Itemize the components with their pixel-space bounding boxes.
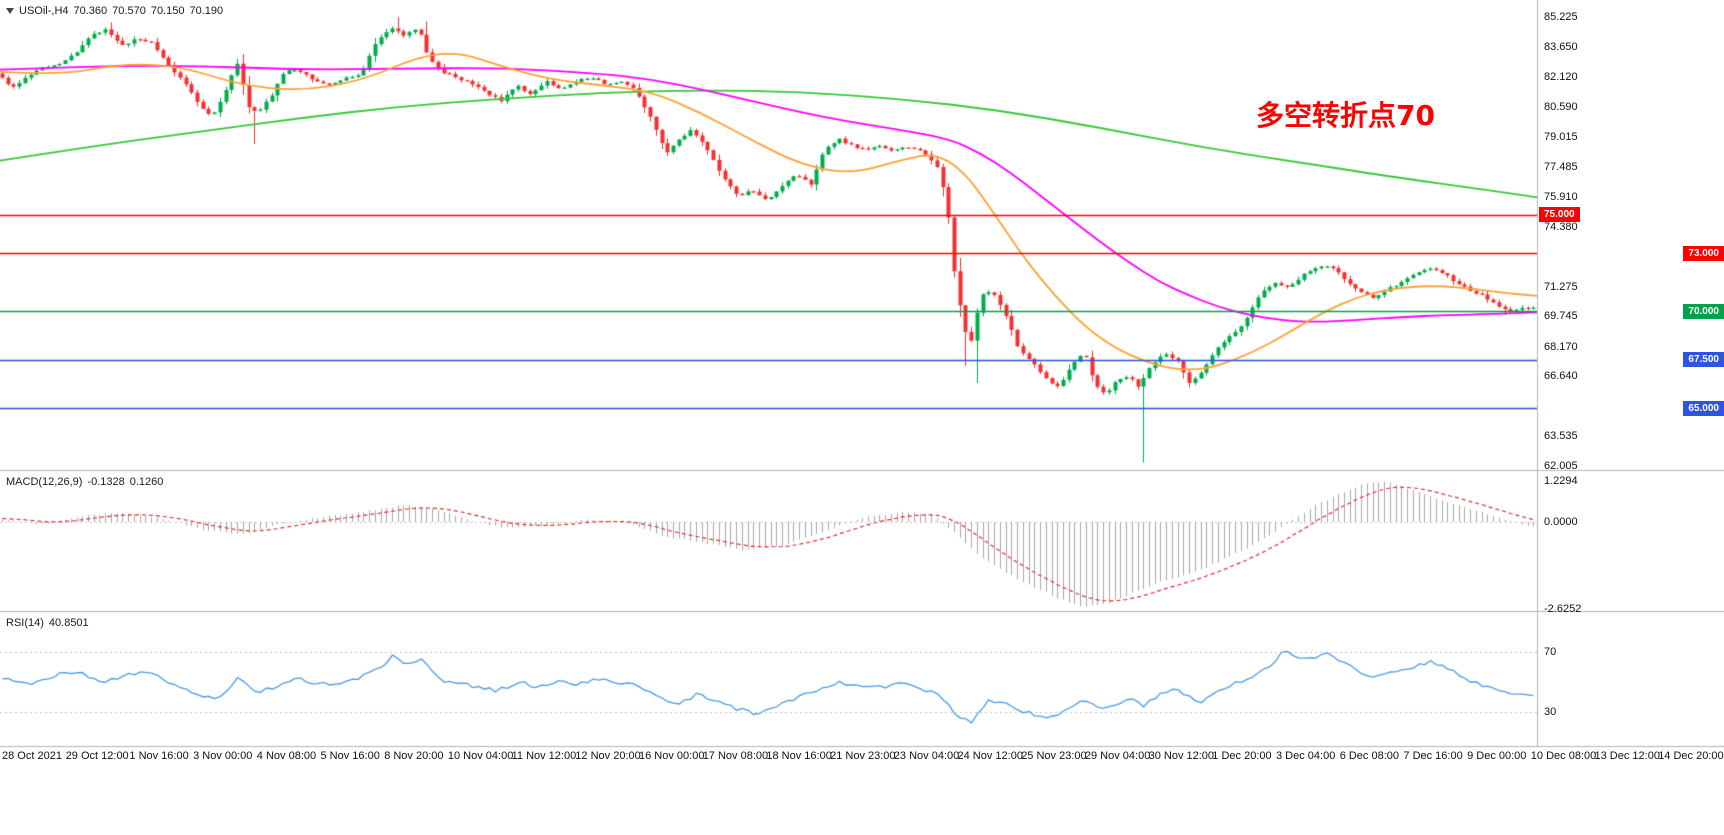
date-tick-label: 4 Nov 08:00 [256,750,317,762]
date-tick-label: 3 Nov 00:00 [193,750,253,762]
high-value: 70.570 [112,5,146,17]
date-tick-label: 23 Nov 04:00 [893,750,960,762]
price-tick-label: 69.745 [1544,310,1578,323]
date-tick-label: 1 Nov 16:00 [129,750,189,762]
hline-price-tag: 67.500 [1683,352,1724,368]
date-tick-label: 9 Dec 00:00 [1467,750,1527,762]
price-tick-label: 68.170 [1544,340,1578,353]
hline-price-tag: 65.000 [1683,400,1724,416]
date-tick-label: 14 Dec 20:00 [1658,750,1724,762]
date-tick-label: 11 Nov 12:00 [511,750,577,762]
price-tick-label: 62.005 [1544,460,1578,472]
price-tick-label: 71.275 [1544,280,1578,293]
date-tick-label: 29 Nov 04:00 [1084,750,1151,762]
date-tick-label: 8 Nov 20:00 [384,750,444,762]
hline-price-tag: 73.000 [1683,245,1724,261]
rsi-value: 40.8501 [48,617,89,629]
date-tick-label: 10 Nov 04:00 [447,750,514,762]
date-tick-label: 5 Nov 16:00 [320,750,380,762]
date-tick-label: 17 Nov 08:00 [702,750,769,762]
date-tick-label: 28 Oct 2021 [2,750,62,762]
hline-price-tag: 70.000 [1683,303,1724,319]
price-tick-label: 77.485 [1544,160,1578,173]
date-tick-label: 1 Dec 20:00 [1212,750,1272,762]
symbol-timeframe-label: USOil-,H4 [19,5,69,17]
date-tick-label: 7 Dec 16:00 [1403,750,1463,762]
price-tick-label: 80.590 [1544,100,1578,113]
macd-name-label: MACD(12,26,9) [6,476,83,488]
symbol-ohlc-legend: USOil-,H4 70.360 70.570 70.150 70.190 [6,5,228,17]
date-tick-label: 25 Nov 23:00 [1021,750,1087,762]
macd-tick-label: 1.2294 [1544,475,1578,488]
date-tick-label: 13 Dec 12:00 [1594,750,1660,762]
date-tick-label: 12 Nov 20:00 [575,750,641,762]
rsi-tick-label: 70 [1544,646,1557,658]
date-tick-label: 30 Nov 12:00 [1148,750,1215,762]
date-tick-label: 18 Nov 16:00 [766,750,832,762]
chart-annotation-text[interactable]: 多空转折点70 [1256,99,1435,132]
date-tick-label: 3 Dec 04:00 [1276,750,1336,762]
date-tick-label: 21 Nov 23:00 [830,750,896,762]
low-value: 70.150 [150,5,185,17]
price-tick-label: 82.120 [1544,71,1578,84]
date-tick-label: 10 Dec 08:00 [1530,750,1597,762]
time-scale[interactable]: 28 Oct 2021 29 Oct 12:00 1 Nov 16:00 3 Nov … [0,747,1724,769]
rsi-indicator-legend: RSI(14) 40.8501 [6,617,94,629]
price-tick-label: 85.225 [1544,11,1578,23]
macd-tick-label: 0.0000 [1544,516,1578,528]
price-tick-label: 63.535 [1544,430,1578,443]
rsi-tick-label: 30 [1544,706,1557,718]
date-tick-label: 29 Oct 12:00 [65,750,129,762]
macd-signal-value: 0.1260 [129,476,164,488]
macd-main-value: -0.1328 [87,476,125,488]
date-tick-label: 24 Nov 12:00 [957,750,1023,762]
rsi-name-label: RSI(14) [6,617,44,629]
open-value: 70.360 [73,5,108,17]
date-tick-label: 6 Dec 08:00 [1339,750,1400,762]
price-tick-label: 83.650 [1544,41,1578,54]
one-click-trading-arrow-icon[interactable] [6,8,14,15]
right-price-scale[interactable]: 75.000 73.000 70.000 67.500 65.000 85.225 83.6… [1538,0,1724,746]
date-tick-label: 16 Nov 00:00 [639,750,705,762]
price-tick-label: 79.015 [1544,131,1578,144]
hline-price-tag: 75.000 [1539,207,1580,223]
price-tick-label: 74.380 [1544,220,1578,233]
price-tick-label: 75.910 [1544,191,1578,204]
macd-tick-label: -2.6252 [1544,602,1582,615]
price-tick-label: 66.640 [1544,370,1578,383]
macd-indicator-legend: MACD(12,26,9) -0.1328 0.1260 [6,476,168,488]
close-value: 70.190 [189,5,224,17]
